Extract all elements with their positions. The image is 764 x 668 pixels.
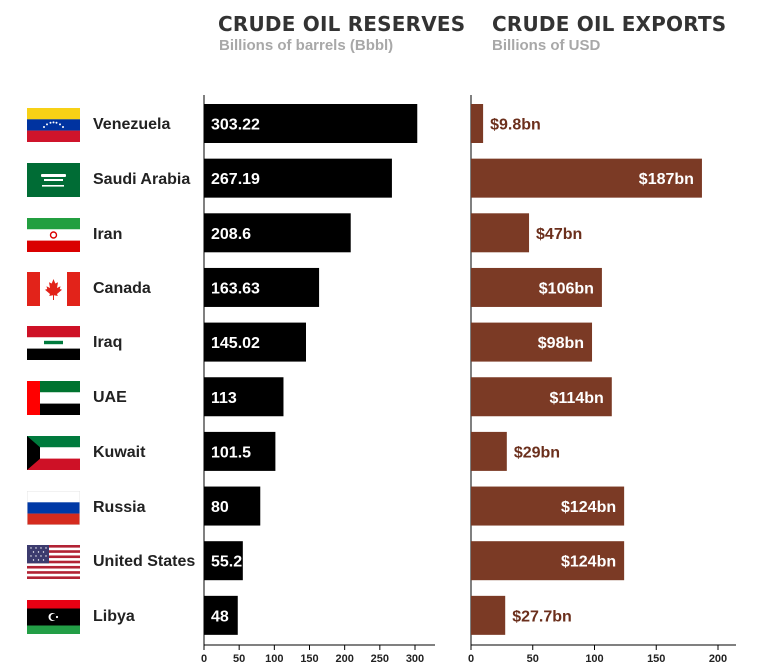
exports-data-label-russia: $124bn [561,499,616,516]
country-label-uae: UAE [93,389,127,406]
united-states-flag-icon [27,545,80,579]
exports-data-label-iraq: $98bn [538,335,584,352]
country-label-saudi-arabia: Saudi Arabia [93,171,191,188]
reserves-bar-uae [204,377,284,417]
exports-title: CRUDE OIL EXPORTS [492,12,727,36]
reserves-tick-label-0: 0 [201,653,207,665]
exports-data-label-venezuela: $9.8bn [490,117,541,134]
exports-bar-uae [471,377,612,417]
country-label-united-states: United States [93,553,196,570]
reserves-tick-label-250: 250 [371,653,389,665]
country-label-iran: Iran [93,226,123,243]
iran-flag-icon [27,218,80,252]
iraq-flag-icon [27,326,80,360]
country-label-libya: Libya [93,608,135,625]
country-label-iraq: Iraq [93,334,123,351]
exports-bar-iraq [471,322,593,362]
reserves-bar-saudi-arabia [204,158,392,198]
reserves-bar-kuwait [204,431,276,471]
reserves-data-label-canada: 163.63 [211,280,260,297]
reserves-bar-russia [204,486,261,526]
reserves-data-label-russia: 80 [211,499,229,516]
country-label-russia: Russia [93,499,146,516]
exports-bar-canada [471,267,602,307]
reserves-title: CRUDE OIL RESERVES [218,12,466,36]
exports-bar-saudi-arabia [471,158,702,198]
exports-tick-label-0: 0 [468,653,474,665]
exports-tick-label-100: 100 [585,653,603,665]
exports-tick-label-200: 200 [709,653,727,665]
exports-data-label-libya: $27.7bn [512,608,572,625]
saudi-arabia-flag-icon [27,163,80,197]
reserves-bar-iraq [204,322,306,362]
reserves-data-label-kuwait: 101.5 [211,444,251,461]
reserves-bar-iran [204,213,351,253]
reserves-tick-label-50: 50 [233,653,245,665]
reserves-bar-united-states [204,541,243,581]
reserves-bar-canada [204,267,320,307]
reserves-tick-label-100: 100 [265,653,283,665]
country-label-canada: Canada [93,280,151,297]
country-label-venezuela: Venezuela [93,116,171,133]
reserves-data-label-venezuela: 303.22 [211,117,260,134]
venezuela-flag-icon [27,108,80,142]
kuwait-flag-icon [27,436,80,470]
exports-bar-libya [471,595,506,635]
exports-tick-label-50: 50 [527,653,539,665]
exports-bar-kuwait [471,431,507,471]
exports-subtitle: Billions of USD [492,37,601,54]
exports-data-label-saudi-arabia: $187bn [639,171,694,188]
reserves-tick-label-200: 200 [335,653,353,665]
exports-data-label-iran: $47bn [536,226,582,243]
libya-flag-icon [27,600,80,634]
reserves-data-label-united-states: 55.2 [211,554,242,571]
reserves-bar-libya [204,595,238,635]
reserves-tick-label-300: 300 [406,653,424,665]
exports-tick-label-150: 150 [647,653,665,665]
canada-flag-icon [27,272,80,306]
reserves-subtitle: Billions of barrels (Bbbl) [219,37,394,54]
exports-data-label-kuwait: $29bn [514,444,560,461]
exports-bar-united-states [471,541,625,581]
country-label-kuwait: Kuwait [93,444,146,461]
exports-bar-iran [471,213,530,253]
reserves-data-label-libya: 48 [211,608,229,625]
russia-flag-icon [27,491,80,525]
exports-data-label-united-states: $124bn [561,554,616,571]
exports-data-label-canada: $106bn [539,280,594,297]
exports-data-label-uae: $114bn [550,390,604,407]
uae-flag-icon [27,381,80,415]
reserves-data-label-uae: 113 [211,390,237,407]
reserves-data-label-saudi-arabia: 267.19 [211,171,260,188]
reserves-bar-venezuela [204,104,418,143]
reserves-data-label-iraq: 145.02 [211,335,260,352]
reserves-tick-label-150: 150 [300,653,318,665]
exports-bar-venezuela [471,104,484,143]
reserves-data-label-iran: 208.6 [211,226,251,243]
exports-bar-russia [471,486,625,526]
